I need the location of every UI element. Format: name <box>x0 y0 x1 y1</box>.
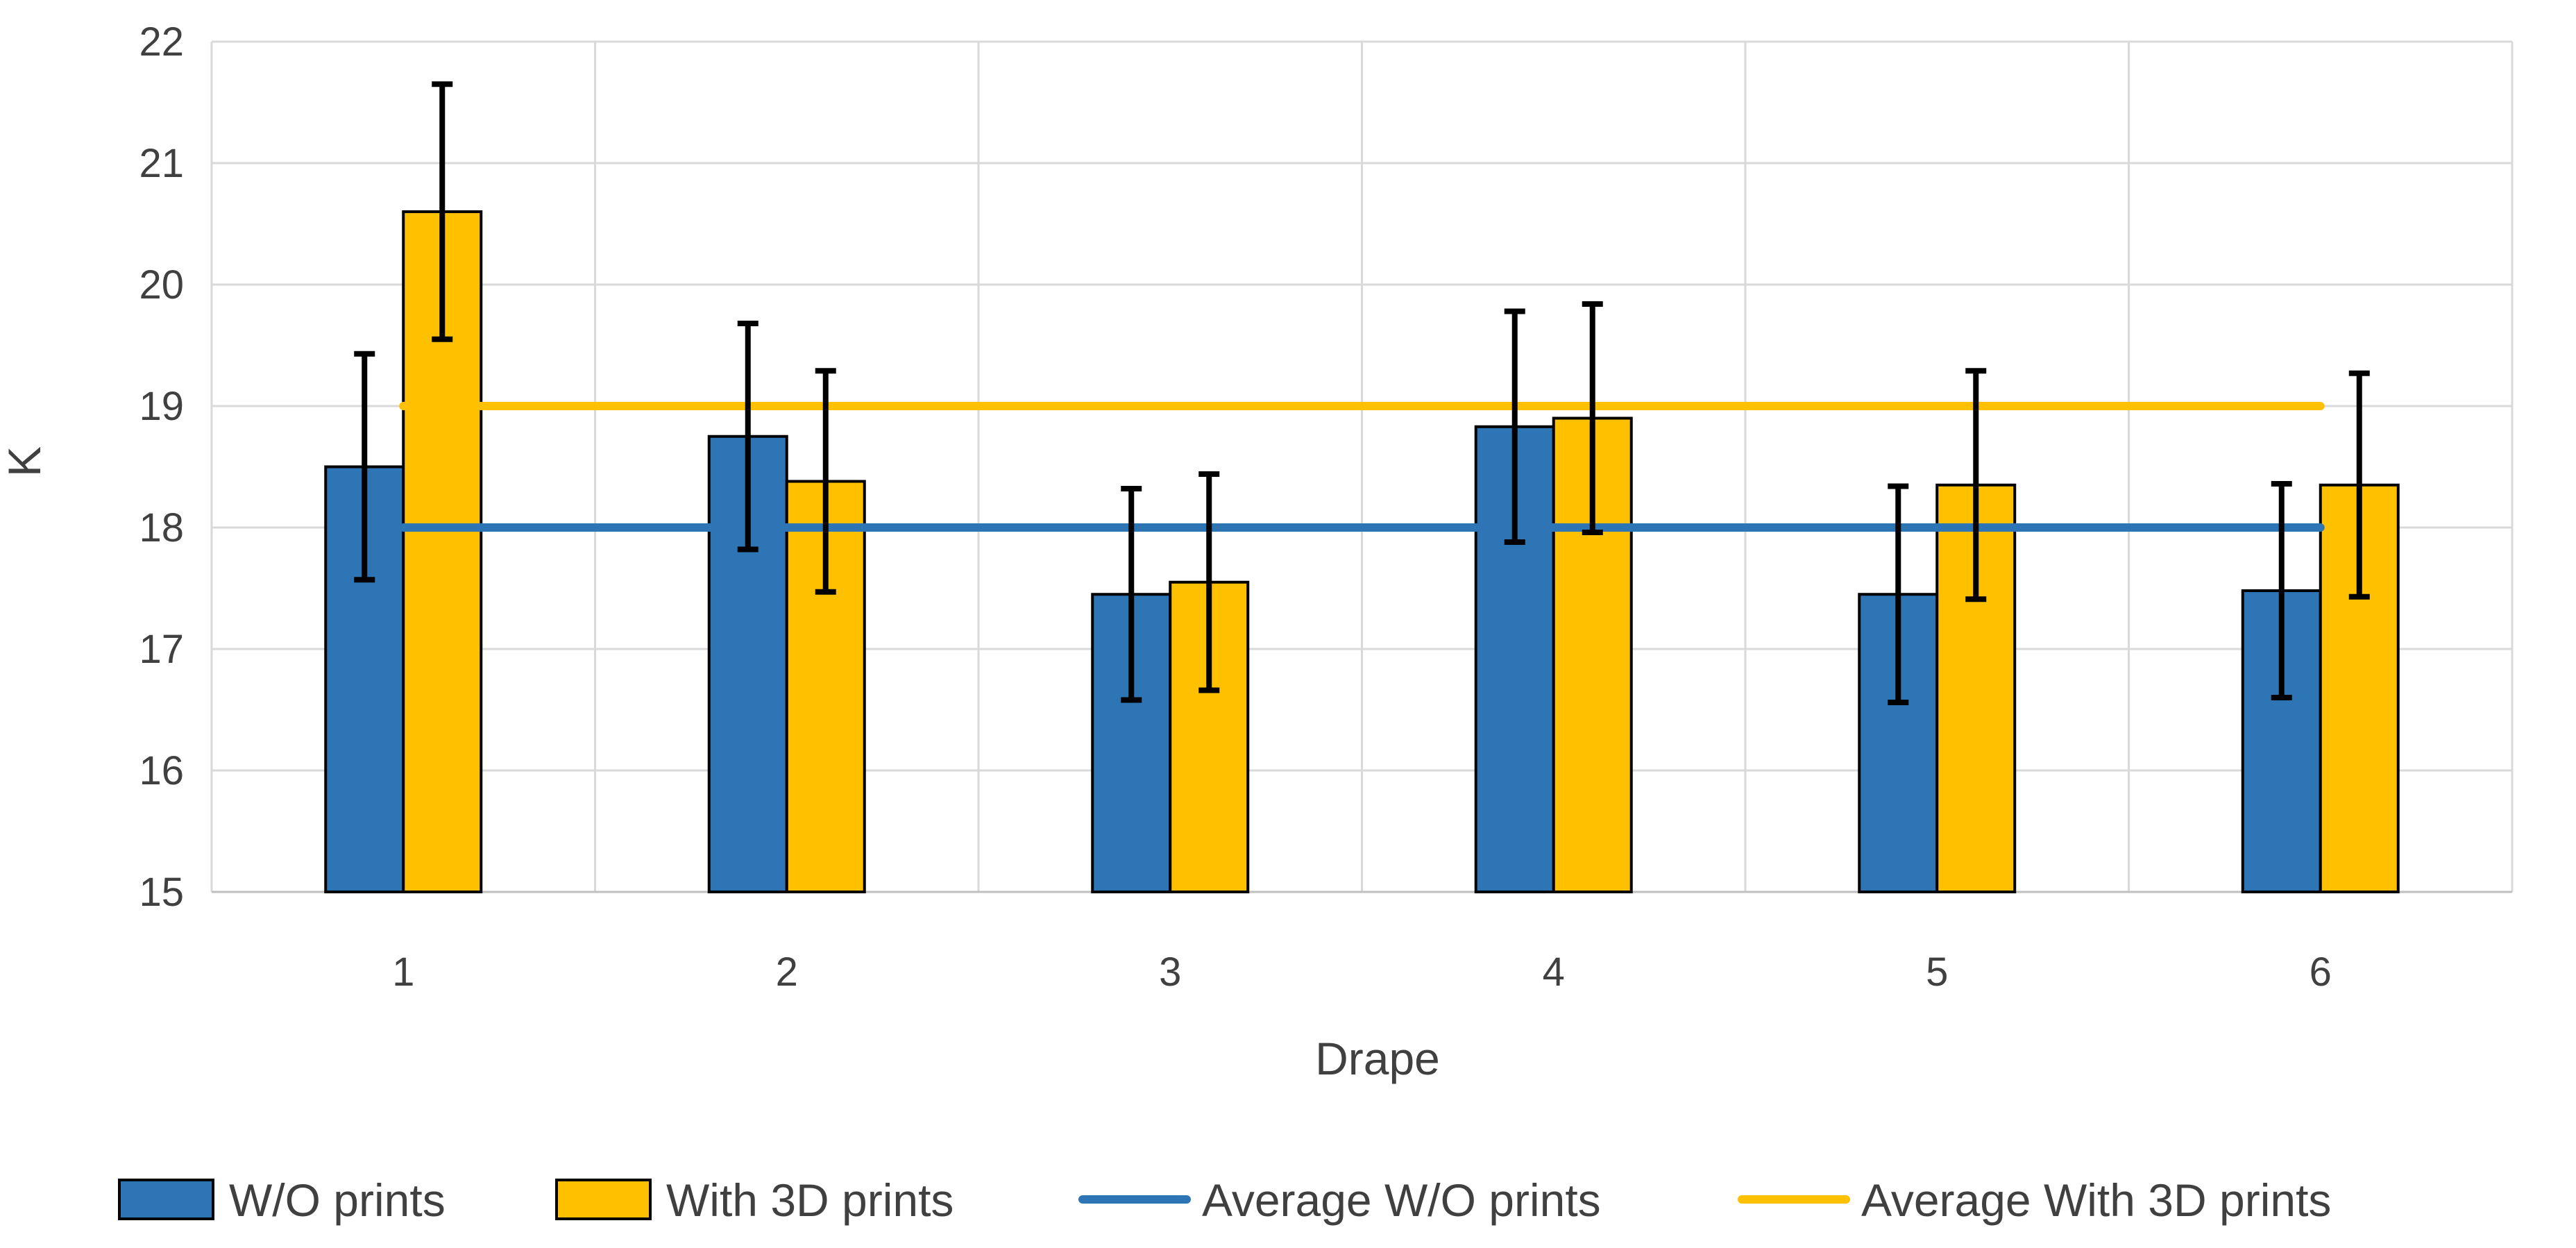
y-axis-title: K <box>0 446 50 477</box>
y-tick-label: 19 <box>139 384 184 429</box>
x-tick-label: 1 <box>392 950 414 995</box>
legend-item-2: With 3D prints <box>555 1174 954 1226</box>
y-tick-label: 21 <box>139 141 184 186</box>
legend-item-4: Average With 3D prints <box>1738 1174 2331 1226</box>
y-tick-label: 16 <box>139 748 184 793</box>
y-tick-label: 15 <box>139 870 184 915</box>
y-tick-label: 20 <box>139 262 184 307</box>
legend-label: With 3D prints <box>666 1174 954 1226</box>
legend-item-3: Average W/O prints <box>1078 1174 1601 1226</box>
y-tick-label: 18 <box>139 505 184 550</box>
x-tick-label: 5 <box>1926 950 1948 995</box>
x-axis-ticks: 1 2 3 4 5 6 <box>392 950 2332 995</box>
y-tick-label: 17 <box>139 627 184 672</box>
average-lines <box>399 402 2325 532</box>
error-bars <box>354 81 2370 705</box>
x-tick-label: 3 <box>1159 950 1181 995</box>
x-tick-label: 4 <box>1543 950 1565 995</box>
legend-label: Average W/O prints <box>1202 1174 1601 1226</box>
legend-label: Average With 3D prints <box>1861 1174 2331 1226</box>
legend-swatch <box>555 1179 652 1220</box>
legend-swatch <box>118 1179 214 1220</box>
x-tick-label: 2 <box>776 950 798 995</box>
x-tick-label: 6 <box>2310 950 2332 995</box>
legend-item-1: W/O prints <box>118 1174 446 1226</box>
y-axis-ticks: 15 16 17 18 19 20 21 22 <box>139 19 184 915</box>
gridlines <box>210 40 2514 893</box>
legend-label: W/O prints <box>229 1174 446 1226</box>
x-axis-title: Drape <box>1315 1033 1440 1084</box>
legend: W/O prints With 3D prints Average W/O prin… <box>118 1174 2331 1226</box>
y-tick-label: 22 <box>139 19 184 65</box>
